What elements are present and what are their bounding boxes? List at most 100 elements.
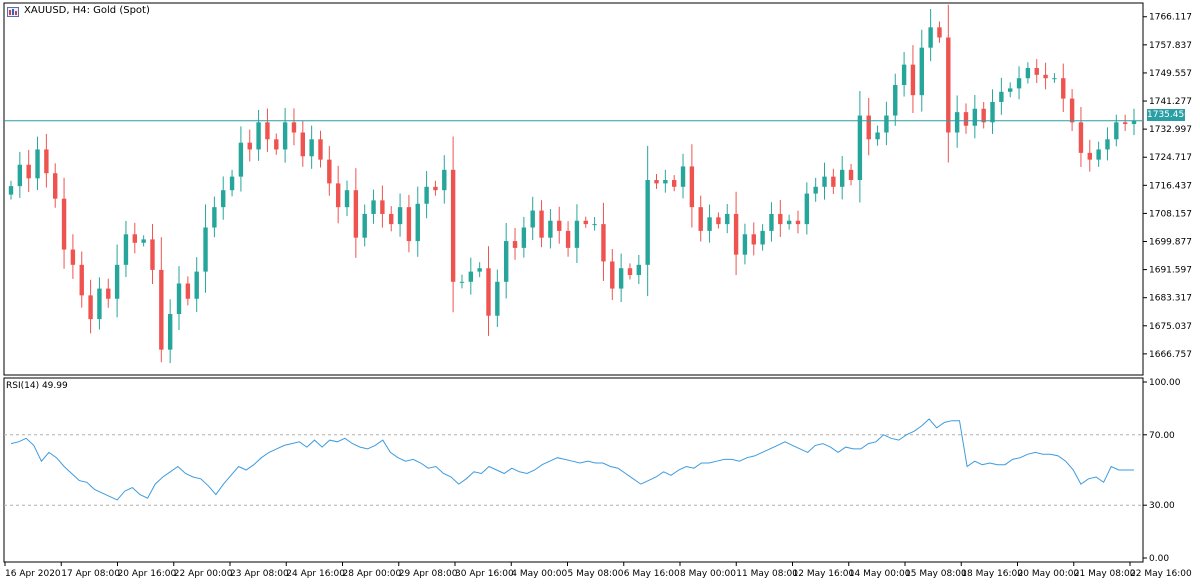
candle-body bbox=[610, 261, 615, 289]
candle-body bbox=[1016, 78, 1022, 89]
x-axis-tick-label: 28 Apr 00:00 bbox=[343, 569, 402, 579]
price-y-tick-label: 1666.757 bbox=[1149, 350, 1192, 360]
x-axis-tick-label: 4 May 00:00 bbox=[511, 569, 567, 579]
candle-body bbox=[680, 166, 686, 187]
candle-body bbox=[521, 227, 527, 248]
candle-body bbox=[1008, 88, 1013, 92]
price-y-tick-label: 1691.597 bbox=[1149, 266, 1192, 276]
candle-body bbox=[742, 234, 748, 255]
candle-body bbox=[141, 239, 146, 243]
candle-body bbox=[848, 169, 854, 181]
candle-body bbox=[282, 122, 288, 150]
candle-body bbox=[698, 207, 703, 231]
candle-body bbox=[822, 176, 827, 187]
candle-body bbox=[150, 239, 155, 270]
candle-body bbox=[804, 193, 810, 225]
candle-body bbox=[910, 64, 916, 96]
candle-body bbox=[44, 149, 49, 174]
candle-body bbox=[981, 108, 986, 123]
x-axis-tick-label: 30 Apr 16:00 bbox=[455, 569, 514, 579]
candle-body bbox=[548, 220, 553, 238]
candle-body bbox=[583, 220, 588, 225]
candle-body bbox=[813, 186, 818, 194]
price-y-tick-label: 1757.837 bbox=[1149, 41, 1192, 51]
candle-body bbox=[176, 283, 182, 315]
candle-body bbox=[327, 159, 332, 184]
candle-body bbox=[442, 169, 447, 191]
price-y-tick-label: 1708.157 bbox=[1149, 209, 1192, 219]
candle-body bbox=[512, 241, 518, 248]
candle-body bbox=[8, 186, 14, 195]
candle-body bbox=[300, 132, 306, 157]
candle-body bbox=[353, 190, 359, 238]
candle-body bbox=[1122, 122, 1128, 125]
candle-body bbox=[1025, 68, 1031, 79]
price-y-tick-label: 1683.317 bbox=[1149, 294, 1192, 304]
rsi-y-tick-label: 100.00 bbox=[1149, 378, 1181, 388]
x-axis-tick-label: 22 Apr 00:00 bbox=[174, 569, 233, 579]
candle-body bbox=[725, 213, 730, 225]
candle-body bbox=[1034, 68, 1039, 75]
candle-body bbox=[486, 268, 491, 316]
candle-body bbox=[636, 264, 642, 276]
candle-body bbox=[999, 91, 1004, 102]
candle-body bbox=[627, 268, 633, 276]
candle-body bbox=[866, 115, 871, 140]
price-y-tick-label: 1716.437 bbox=[1149, 181, 1192, 191]
candle-body bbox=[397, 207, 403, 225]
candle-body bbox=[344, 190, 350, 208]
candle-body bbox=[88, 295, 93, 320]
price-y-tick-label: 1699.877 bbox=[1149, 238, 1192, 248]
candle-body bbox=[937, 27, 942, 38]
candle-body bbox=[1043, 74, 1048, 79]
price-y-tick-label: 1675.037 bbox=[1149, 322, 1192, 332]
candle-body bbox=[203, 227, 208, 272]
candle-body bbox=[274, 139, 279, 150]
candle-body bbox=[1052, 78, 1057, 80]
candle-body bbox=[380, 200, 385, 214]
price-y-tick-label: 1766.117 bbox=[1149, 13, 1192, 23]
candle-body bbox=[1114, 122, 1119, 140]
candle-body bbox=[70, 249, 76, 265]
candle-body bbox=[495, 281, 500, 316]
candle-body bbox=[875, 132, 880, 140]
candle-body bbox=[318, 139, 323, 160]
candle-body bbox=[459, 281, 465, 283]
candle-body bbox=[362, 213, 367, 238]
rsi-line bbox=[10, 418, 1134, 501]
candle-body bbox=[26, 164, 31, 179]
candle-body bbox=[123, 234, 129, 265]
candle-body bbox=[1061, 78, 1066, 99]
x-axis-tick-label: 12 May 16:00 bbox=[793, 569, 855, 579]
candle-body bbox=[707, 217, 712, 231]
candle-body bbox=[557, 220, 562, 231]
candle-body bbox=[601, 224, 606, 262]
x-axis-tick-label: 16 Apr 2020 bbox=[5, 569, 61, 579]
current-price-badge: 1735.450 bbox=[1147, 109, 1190, 121]
candle-body bbox=[114, 264, 120, 299]
candle-body bbox=[769, 213, 774, 231]
candle-body bbox=[503, 241, 509, 282]
chart-window-icon bbox=[7, 7, 19, 17]
candle-body bbox=[857, 115, 863, 181]
x-axis-tick-label: 6 May 16:00 bbox=[624, 569, 680, 579]
candle-body bbox=[194, 271, 199, 299]
candle-body bbox=[79, 264, 84, 296]
x-axis-tick-label: 11 May 08:00 bbox=[736, 569, 798, 579]
price-y-tick-label: 1741.277 bbox=[1149, 97, 1192, 107]
x-axis-tick-label: 21 May 08:00 bbox=[1074, 569, 1136, 579]
candle-body bbox=[415, 203, 420, 242]
candle-body bbox=[751, 234, 756, 245]
candle-body bbox=[433, 186, 438, 191]
price-panel-frame bbox=[3, 2, 1144, 376]
candle-body bbox=[238, 142, 244, 177]
candle-body bbox=[229, 176, 235, 191]
rsi-y-tick-label: 0.00 bbox=[1149, 554, 1169, 564]
candle-body bbox=[450, 169, 456, 282]
candle-body bbox=[760, 230, 765, 245]
candle-body bbox=[574, 220, 580, 248]
candle-body bbox=[309, 139, 314, 157]
price-y-tick-label: 1749.557 bbox=[1149, 69, 1192, 79]
